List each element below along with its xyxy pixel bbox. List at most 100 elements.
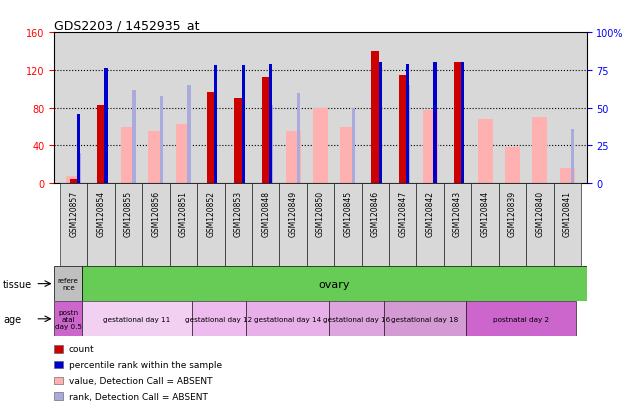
Bar: [505, 148, 520, 184]
Text: gestational day 11: gestational day 11: [103, 316, 171, 322]
Text: gestational day 18: gestational day 18: [391, 316, 458, 322]
Bar: [389, 184, 417, 266]
Text: GSM120847: GSM120847: [398, 190, 407, 236]
Bar: [269, 65, 272, 184]
Bar: [362, 184, 389, 266]
Text: GSM120854: GSM120854: [97, 190, 106, 236]
Bar: [160, 96, 163, 184]
Bar: [246, 301, 329, 337]
Text: tissue: tissue: [3, 279, 32, 289]
Bar: [334, 184, 362, 266]
Bar: [444, 184, 471, 266]
Text: GSM120844: GSM120844: [481, 190, 490, 236]
Bar: [214, 66, 217, 184]
Bar: [399, 76, 407, 184]
Bar: [234, 99, 242, 184]
Bar: [60, 184, 87, 266]
Bar: [192, 301, 246, 337]
Bar: [454, 63, 462, 184]
Bar: [329, 301, 383, 337]
Text: age: age: [3, 314, 21, 324]
Text: GSM120850: GSM120850: [316, 190, 325, 236]
Bar: [417, 184, 444, 266]
Bar: [66, 176, 81, 184]
Text: GSM120853: GSM120853: [234, 190, 243, 236]
Text: refere
nce: refere nce: [58, 278, 79, 290]
Bar: [149, 132, 163, 184]
Bar: [170, 184, 197, 266]
Bar: [97, 106, 105, 184]
Text: count: count: [69, 344, 95, 354]
Bar: [285, 132, 301, 184]
Text: GSM120842: GSM120842: [426, 190, 435, 236]
Text: value, Detection Call = ABSENT: value, Detection Call = ABSENT: [69, 376, 212, 385]
Bar: [340, 127, 356, 184]
Bar: [70, 179, 78, 184]
Bar: [121, 127, 136, 184]
Bar: [533, 118, 547, 184]
Bar: [379, 63, 382, 184]
Text: GSM120848: GSM120848: [261, 190, 270, 236]
Text: percentile rank within the sample: percentile rank within the sample: [69, 360, 222, 369]
Bar: [352, 109, 355, 184]
Bar: [252, 184, 279, 266]
Text: ovary: ovary: [319, 279, 350, 289]
Bar: [269, 105, 273, 184]
Bar: [383, 301, 466, 337]
Text: GSM120855: GSM120855: [124, 190, 133, 236]
Bar: [297, 93, 300, 184]
Bar: [279, 184, 307, 266]
Bar: [197, 184, 224, 266]
Bar: [371, 52, 379, 184]
Bar: [422, 110, 438, 184]
Bar: [115, 184, 142, 266]
Bar: [499, 184, 526, 266]
Bar: [571, 130, 574, 184]
Bar: [406, 86, 410, 184]
Bar: [554, 184, 581, 266]
Bar: [54, 266, 82, 301]
Text: gestational day 12: gestational day 12: [185, 316, 253, 322]
Bar: [242, 66, 245, 184]
Text: postnatal day 2: postnatal day 2: [493, 316, 549, 322]
Bar: [224, 184, 252, 266]
Bar: [307, 184, 334, 266]
Bar: [526, 184, 554, 266]
Text: gestational day 16: gestational day 16: [322, 316, 390, 322]
Bar: [560, 169, 575, 184]
Bar: [461, 63, 464, 184]
Text: GSM120852: GSM120852: [206, 190, 215, 236]
Bar: [176, 124, 191, 184]
Text: GDS2203 / 1452935_at: GDS2203 / 1452935_at: [54, 19, 200, 32]
Bar: [433, 63, 437, 184]
Text: GSM120839: GSM120839: [508, 190, 517, 236]
Bar: [104, 69, 108, 184]
Text: GSM120857: GSM120857: [69, 190, 78, 236]
Text: GSM120840: GSM120840: [535, 190, 544, 236]
Bar: [133, 90, 136, 184]
Bar: [478, 120, 492, 184]
Bar: [78, 154, 81, 184]
Bar: [82, 301, 192, 337]
Bar: [406, 65, 410, 184]
Text: postn
atal
day 0.5: postn atal day 0.5: [54, 309, 81, 329]
Text: rank, Detection Call = ABSENT: rank, Detection Call = ABSENT: [69, 392, 208, 401]
Text: GSM120846: GSM120846: [371, 190, 380, 236]
Text: GSM120851: GSM120851: [179, 190, 188, 236]
Bar: [77, 114, 80, 184]
Bar: [87, 184, 115, 266]
Bar: [471, 184, 499, 266]
Bar: [313, 109, 328, 184]
Text: GSM120841: GSM120841: [563, 190, 572, 236]
Text: gestational day 14: gestational day 14: [254, 316, 321, 322]
Text: GSM120843: GSM120843: [453, 190, 462, 236]
Bar: [466, 301, 576, 337]
Bar: [262, 78, 270, 184]
Bar: [54, 301, 82, 337]
Bar: [206, 93, 215, 184]
Text: GSM120845: GSM120845: [344, 190, 353, 236]
Bar: [187, 86, 190, 184]
Text: GSM120849: GSM120849: [288, 190, 297, 236]
Text: GSM120856: GSM120856: [151, 190, 160, 236]
Bar: [142, 184, 170, 266]
